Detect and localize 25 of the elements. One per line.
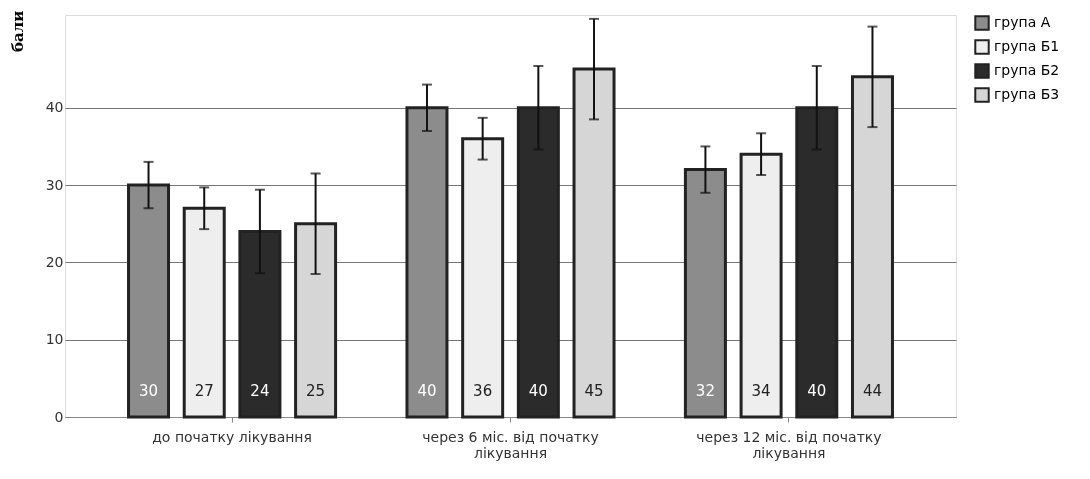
data-label: 32	[695, 382, 715, 400]
data-label: 40	[528, 382, 548, 400]
data-label: 27	[194, 382, 214, 400]
y-axis-title: бали	[8, 10, 27, 52]
x-tick-label: через 6 міс. від початку лікування	[422, 428, 599, 461]
y-tick-label: 20	[45, 253, 64, 270]
data-label: 40	[417, 382, 437, 400]
data-label: 24	[250, 382, 270, 400]
data-label: 34	[751, 382, 771, 400]
data-label: 40	[807, 382, 827, 400]
x-tick-label: через 12 міс. від початку лікування	[696, 428, 882, 461]
data-label: 36	[473, 382, 493, 400]
data-label: 25	[306, 382, 326, 400]
legend-label: група А	[994, 14, 1051, 30]
data-label: 30	[138, 382, 159, 400]
legend-label: група Б1	[994, 38, 1060, 54]
data-label: 45	[584, 382, 604, 400]
data-label: 44	[862, 382, 883, 400]
legend-label: група Б3	[994, 86, 1060, 102]
y-tick-label: 40	[45, 99, 64, 116]
y-tick-label: 30	[45, 176, 64, 193]
legend-label: група Б2	[994, 62, 1060, 78]
y-tick-label: 10	[45, 331, 64, 348]
x-tick-label: до початку лікування	[152, 428, 312, 445]
y-tick-label: 0	[54, 408, 64, 425]
